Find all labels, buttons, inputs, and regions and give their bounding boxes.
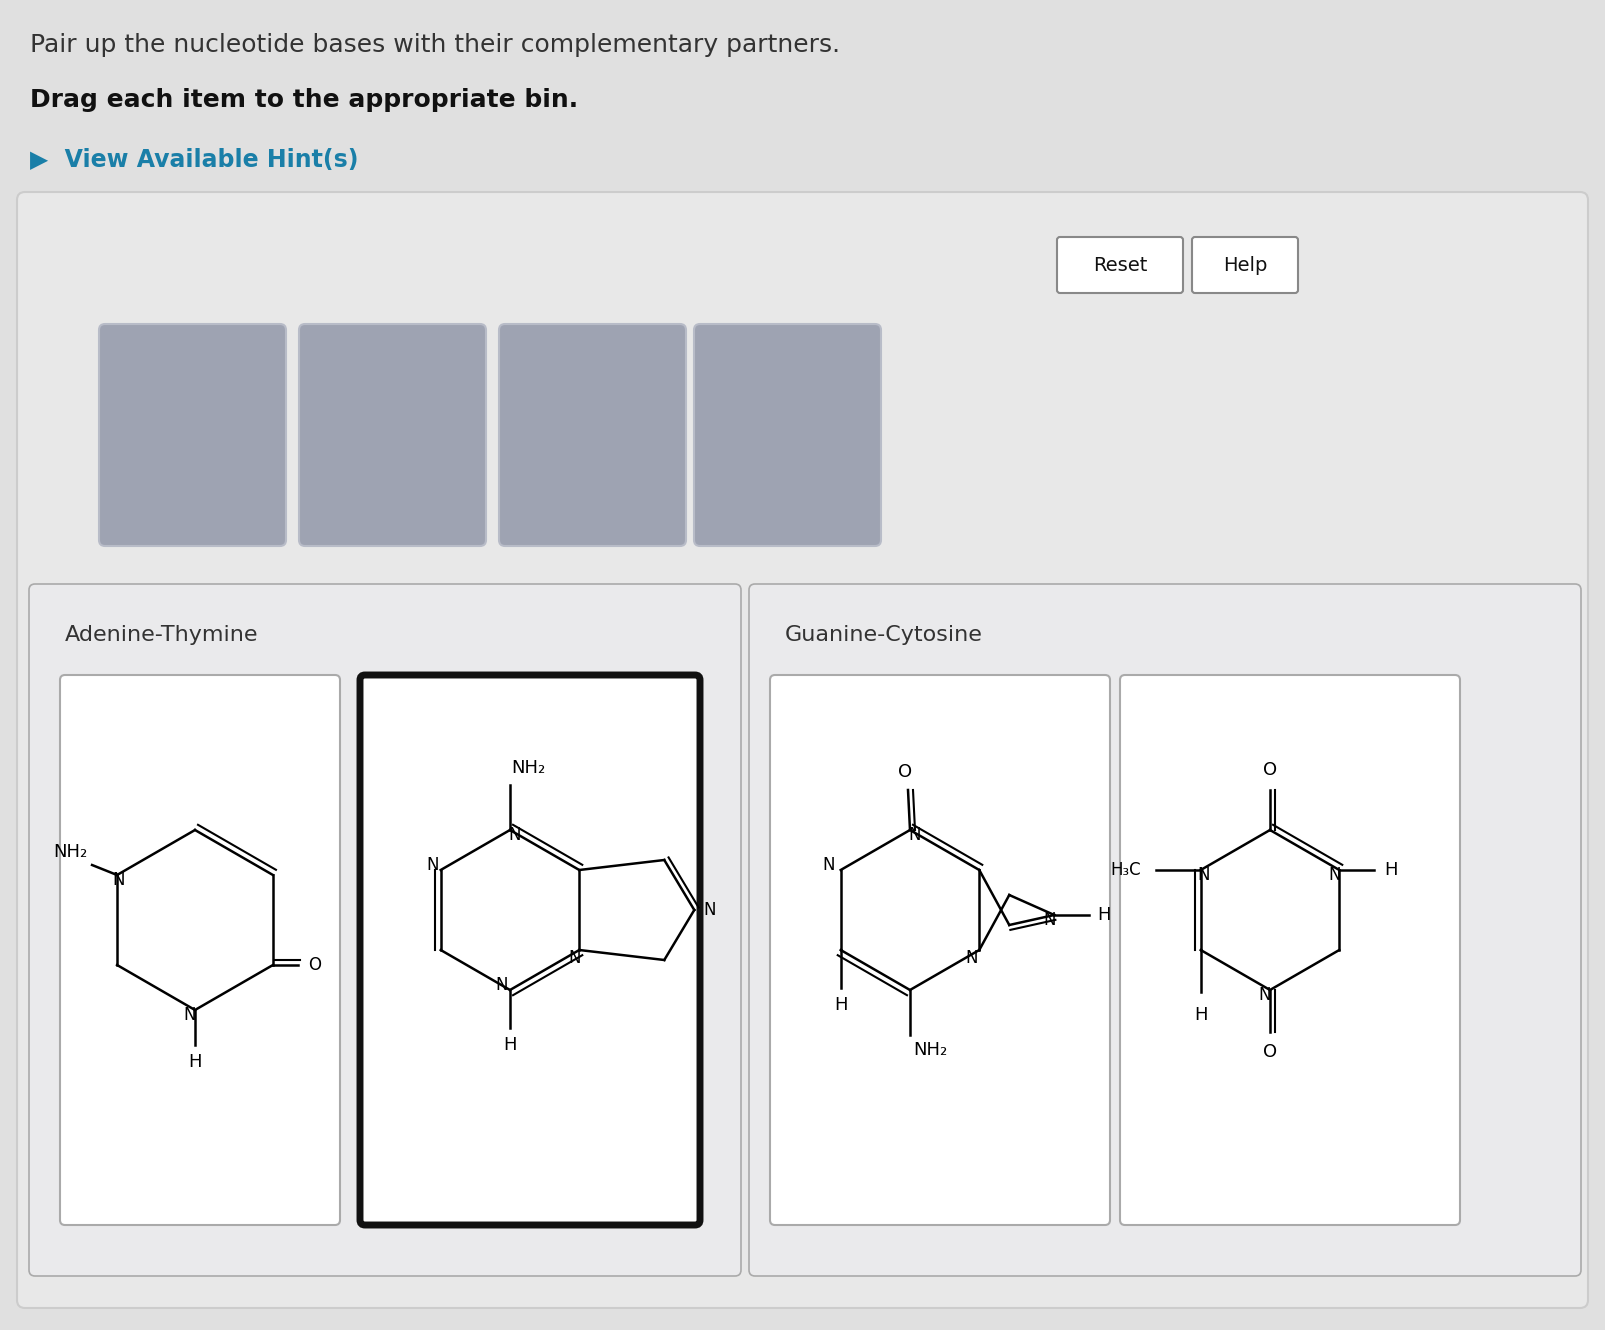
Text: N: N — [568, 950, 581, 967]
Text: O: O — [1263, 1043, 1278, 1061]
Text: Help: Help — [1223, 255, 1268, 274]
Text: O: O — [897, 763, 912, 781]
Text: N: N — [908, 826, 921, 845]
FancyBboxPatch shape — [499, 325, 685, 547]
Text: NH₂: NH₂ — [913, 1041, 947, 1059]
Text: N: N — [427, 857, 440, 874]
FancyBboxPatch shape — [1193, 237, 1298, 293]
Text: N: N — [1327, 866, 1340, 884]
Text: Reset: Reset — [1093, 255, 1148, 274]
Text: H: H — [835, 996, 847, 1013]
FancyBboxPatch shape — [100, 325, 286, 547]
FancyBboxPatch shape — [29, 584, 742, 1275]
FancyBboxPatch shape — [1120, 676, 1461, 1225]
Text: N: N — [822, 857, 835, 874]
Text: N: N — [965, 950, 977, 967]
Text: NH₂: NH₂ — [53, 843, 87, 861]
Text: ▶  View Available Hint(s): ▶ View Available Hint(s) — [30, 148, 358, 172]
FancyBboxPatch shape — [1058, 237, 1183, 293]
Text: H: H — [188, 1053, 202, 1071]
Text: N: N — [112, 871, 125, 888]
FancyBboxPatch shape — [750, 584, 1581, 1275]
Text: N: N — [1258, 986, 1271, 1004]
Text: N: N — [496, 976, 509, 994]
Text: N: N — [1043, 911, 1056, 928]
FancyBboxPatch shape — [59, 676, 340, 1225]
Text: H₃C: H₃C — [1111, 861, 1141, 879]
FancyBboxPatch shape — [18, 192, 1587, 1307]
Text: Guanine-Cytosine: Guanine-Cytosine — [785, 625, 982, 645]
FancyBboxPatch shape — [360, 676, 700, 1225]
Text: N: N — [703, 900, 716, 919]
Text: N: N — [509, 826, 522, 845]
Text: N: N — [183, 1005, 196, 1024]
Text: O: O — [1263, 761, 1278, 779]
Text: H: H — [1385, 861, 1398, 879]
FancyBboxPatch shape — [770, 676, 1111, 1225]
Text: Drag each item to the appropriate bin.: Drag each item to the appropriate bin. — [30, 88, 578, 112]
Text: Adenine-Thymine: Adenine-Thymine — [64, 625, 258, 645]
Text: H: H — [1194, 1005, 1207, 1024]
Text: O: O — [308, 956, 321, 974]
Text: H: H — [1098, 906, 1111, 924]
Text: N: N — [1197, 866, 1210, 884]
FancyBboxPatch shape — [693, 325, 881, 547]
FancyBboxPatch shape — [299, 325, 486, 547]
Text: Pair up the nucleotide bases with their complementary partners.: Pair up the nucleotide bases with their … — [30, 33, 839, 57]
Text: H: H — [504, 1036, 517, 1053]
Text: NH₂: NH₂ — [510, 759, 546, 777]
